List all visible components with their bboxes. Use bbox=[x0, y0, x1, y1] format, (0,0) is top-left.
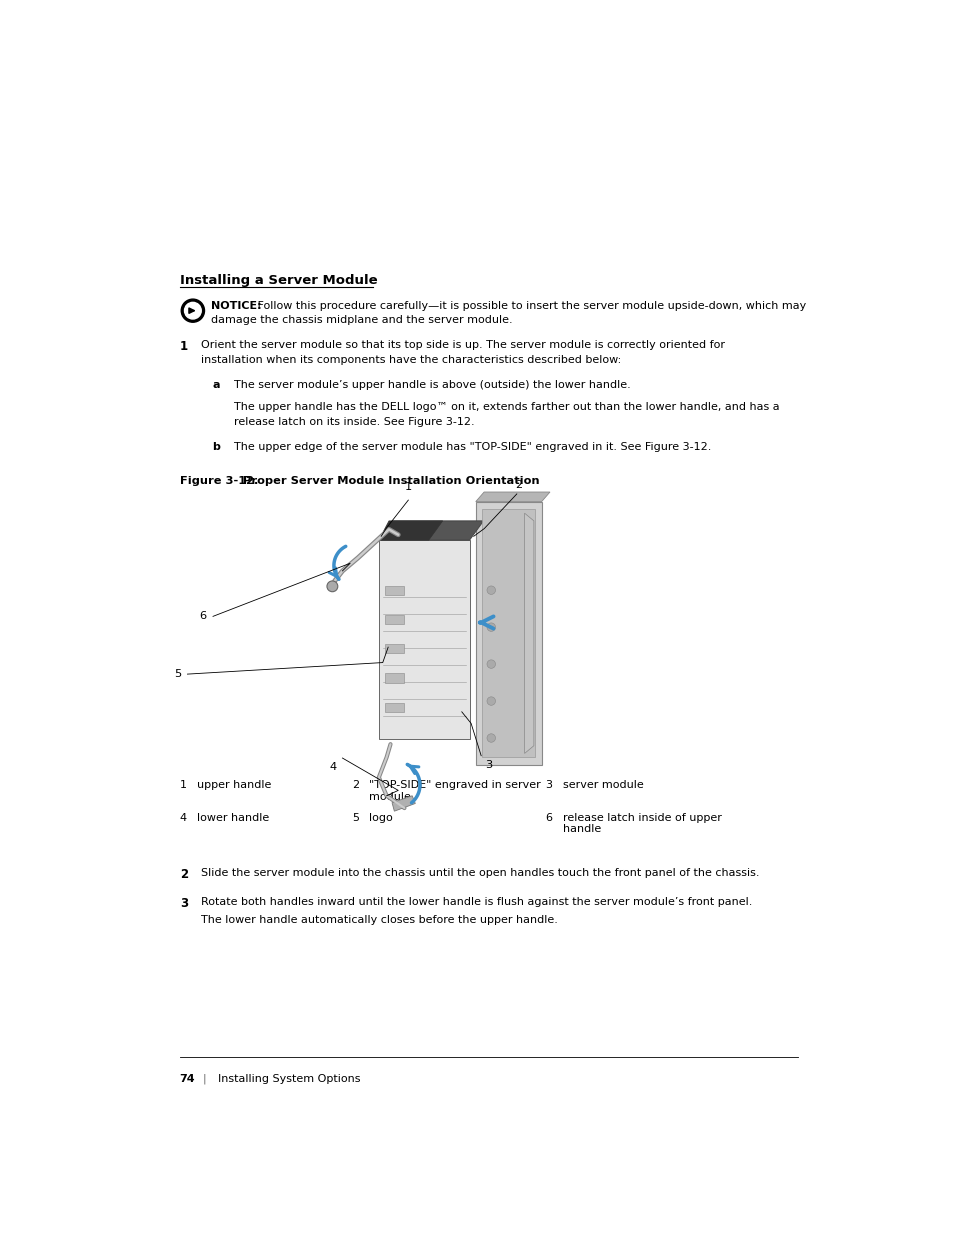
Text: 3: 3 bbox=[179, 897, 188, 910]
Text: 74: 74 bbox=[179, 1073, 195, 1084]
Text: 2: 2 bbox=[179, 868, 188, 881]
Text: Slide the server module into the chassis until the open handles touch the front : Slide the server module into the chassis… bbox=[201, 868, 760, 878]
Text: 6: 6 bbox=[545, 813, 552, 823]
Text: damage the chassis midplane and the server module.: damage the chassis midplane and the serv… bbox=[211, 315, 512, 325]
Text: 4: 4 bbox=[179, 813, 187, 823]
Polygon shape bbox=[476, 501, 541, 764]
Text: The upper edge of the server module has "TOP-SIDE" engraved in it. See Figure 3-: The upper edge of the server module has … bbox=[233, 442, 711, 452]
Text: Installing a Server Module: Installing a Server Module bbox=[179, 274, 377, 287]
Text: upper handle: upper handle bbox=[196, 781, 271, 790]
Text: Installing System Options: Installing System Options bbox=[218, 1073, 360, 1084]
Circle shape bbox=[486, 622, 495, 631]
Polygon shape bbox=[378, 521, 483, 540]
Circle shape bbox=[486, 585, 495, 594]
Text: 1: 1 bbox=[179, 340, 188, 353]
Circle shape bbox=[486, 697, 495, 705]
Text: 3: 3 bbox=[484, 760, 492, 769]
Text: The server module’s upper handle is above (outside) the lower handle.: The server module’s upper handle is abov… bbox=[233, 380, 630, 390]
Bar bbox=[385, 645, 404, 653]
Text: release latch inside of upper
handle: release latch inside of upper handle bbox=[562, 813, 720, 835]
Text: installation when its components have the characteristics described below:: installation when its components have th… bbox=[201, 354, 621, 364]
Text: logo: logo bbox=[369, 813, 392, 823]
Text: lower handle: lower handle bbox=[196, 813, 269, 823]
Text: a: a bbox=[212, 380, 219, 390]
Text: 2: 2 bbox=[352, 781, 358, 790]
Text: 1: 1 bbox=[404, 483, 412, 493]
Text: Orient the server module so that its top side is up. The server module is correc: Orient the server module so that its top… bbox=[201, 340, 724, 350]
Text: |: | bbox=[203, 1073, 207, 1084]
Text: 5: 5 bbox=[173, 669, 181, 679]
Text: 6: 6 bbox=[199, 611, 207, 621]
Bar bbox=[385, 585, 404, 595]
Text: "TOP-SIDE" engraved in server
module: "TOP-SIDE" engraved in server module bbox=[369, 781, 540, 802]
Polygon shape bbox=[476, 492, 550, 501]
Circle shape bbox=[184, 303, 201, 319]
Text: release latch on its inside. See Figure 3-12.: release latch on its inside. See Figure … bbox=[233, 417, 474, 427]
Text: NOTICE:: NOTICE: bbox=[211, 300, 261, 311]
Text: The lower handle automatically closes before the upper handle.: The lower handle automatically closes be… bbox=[201, 915, 558, 925]
Text: Rotate both handles inward until the lower handle is flush against the server mo: Rotate both handles inward until the low… bbox=[201, 897, 752, 906]
Polygon shape bbox=[378, 521, 442, 540]
Text: Figure 3-12.: Figure 3-12. bbox=[179, 477, 258, 487]
Circle shape bbox=[486, 734, 495, 742]
Text: 2: 2 bbox=[515, 480, 521, 490]
Text: b: b bbox=[212, 442, 220, 452]
Text: The upper handle has the DELL logo™ on it, extends farther out than the lower ha: The upper handle has the DELL logo™ on i… bbox=[233, 403, 779, 412]
Text: Follow this procedure carefully—it is possible to insert the server module upsid: Follow this procedure carefully—it is po… bbox=[253, 300, 805, 311]
Text: 4: 4 bbox=[329, 762, 335, 772]
Text: 3: 3 bbox=[545, 781, 552, 790]
Polygon shape bbox=[524, 514, 534, 753]
Text: 1: 1 bbox=[179, 781, 187, 790]
Bar bbox=[385, 703, 404, 711]
Text: server module: server module bbox=[562, 781, 642, 790]
Circle shape bbox=[327, 580, 337, 592]
Text: Proper Server Module Installation Orientation: Proper Server Module Installation Orient… bbox=[243, 477, 539, 487]
Bar bbox=[385, 673, 404, 683]
Text: 5: 5 bbox=[352, 813, 358, 823]
Polygon shape bbox=[481, 509, 535, 757]
Circle shape bbox=[486, 659, 495, 668]
Circle shape bbox=[181, 299, 204, 322]
Polygon shape bbox=[392, 795, 415, 811]
Bar bbox=[385, 615, 404, 624]
Polygon shape bbox=[378, 540, 469, 739]
